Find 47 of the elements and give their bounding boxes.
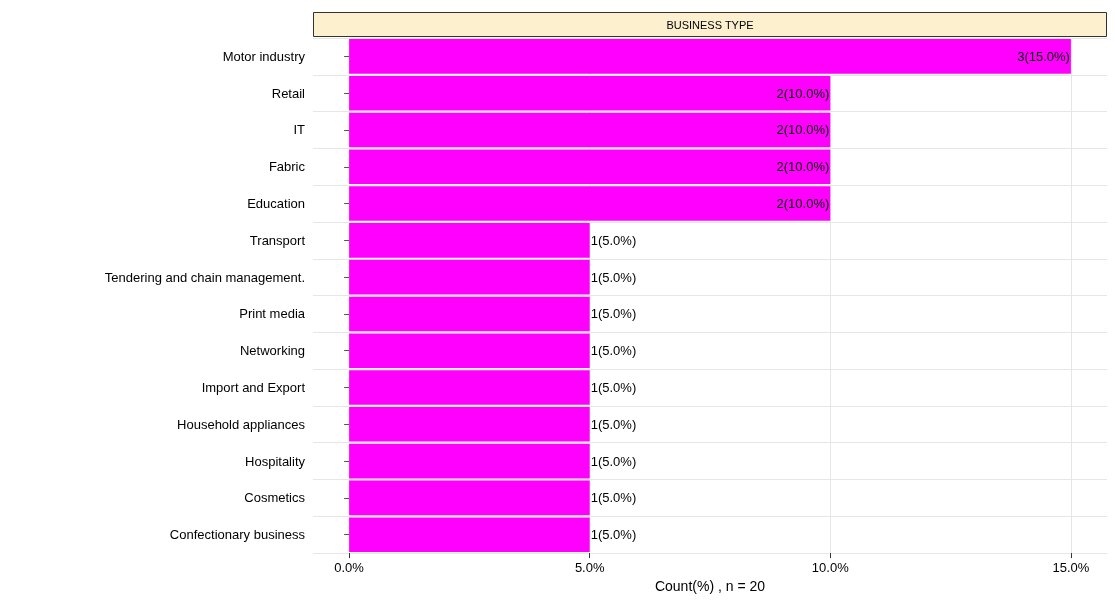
- y-tick-label: Print media: [239, 306, 306, 322]
- y-tick-label: Fabric: [268, 159, 306, 175]
- y-tick-label: Tendering and chain management.: [104, 269, 305, 285]
- bar: [349, 186, 831, 221]
- y-tick-label: Motor industry: [222, 48, 306, 64]
- data-label: 2(10.0%): [776, 196, 830, 212]
- y-tick-label: IT: [293, 122, 306, 138]
- data-label: 3(15.0%): [1017, 48, 1070, 64]
- y-tick-label: Cosmetics: [244, 490, 306, 506]
- data-label: 1(5.0%): [590, 416, 637, 432]
- x-tick-label: 0.0%: [334, 560, 365, 576]
- y-tick-label: Household appliances: [177, 416, 306, 432]
- bar: [349, 370, 590, 405]
- y-tick-label: Education: [247, 196, 305, 212]
- y-tick-label: Import and Export: [201, 380, 306, 396]
- bar: [349, 443, 590, 479]
- bar: [349, 223, 590, 258]
- y-tick-label: Confectionary business: [169, 527, 306, 543]
- data-label: 1(5.0%): [590, 306, 637, 322]
- x-tick-label: 15.0%: [1052, 560, 1090, 576]
- data-label: 1(5.0%): [590, 380, 637, 396]
- x-tick-label: 10.0%: [811, 560, 850, 576]
- data-label: 1(5.0%): [590, 343, 637, 359]
- y-tick-label: Hospitality: [245, 453, 306, 469]
- bar: [349, 296, 590, 332]
- x-tick-label: 5.0%: [574, 560, 605, 576]
- data-label: 1(5.0%): [590, 527, 637, 543]
- data-label: 1(5.0%): [590, 232, 637, 248]
- bar: [349, 407, 590, 442]
- y-tick-label: Retail: [271, 85, 306, 101]
- bar: [349, 333, 590, 369]
- chart-title: BUSINESS TYPE: [666, 18, 754, 31]
- data-label: 1(5.0%): [590, 490, 637, 506]
- bar: [349, 259, 590, 295]
- bar: [349, 75, 831, 111]
- data-label: 2(10.0%): [776, 159, 830, 175]
- data-label: 1(5.0%): [590, 453, 637, 469]
- data-label: 2(10.0%): [776, 85, 830, 101]
- x-axis-title: Count(%) , n = 20: [654, 578, 766, 594]
- data-label: 1(5.0%): [590, 269, 637, 285]
- bar: [349, 112, 831, 148]
- bar: [349, 480, 590, 516]
- data-label: 2(10.0%): [776, 122, 830, 138]
- bar: [349, 517, 590, 552]
- y-tick-label: Transport: [249, 232, 306, 248]
- bar: [349, 149, 831, 185]
- y-tick-label: Networking: [239, 343, 305, 359]
